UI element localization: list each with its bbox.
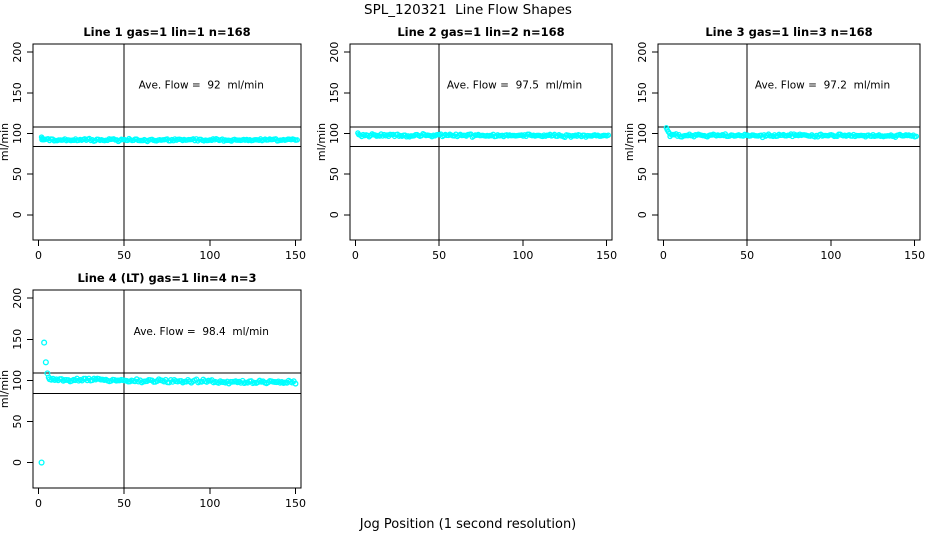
y-tick-label: 0 xyxy=(11,211,24,218)
subplot-line-4: 0 50 100 150 0 50 100 150 200 Line 4 (LT) gas=1 l… xyxy=(0,271,306,510)
x-tick-label: 150 xyxy=(285,249,306,262)
subplot-title: Line 2 gas=1 lin=2 n=168 xyxy=(397,25,564,39)
plot-frame xyxy=(349,43,613,241)
subplot-line-2: 0 50 100 150 0 50 100 150 200 Line 2 gas=1 lin=2 … xyxy=(315,25,617,262)
y-tick-label: 100 xyxy=(11,370,24,391)
ave-flow-annotation: Ave. Flow = 92 ml/min xyxy=(139,80,264,92)
subplot-title: Line 3 gas=1 lin=3 n=168 xyxy=(705,25,872,39)
subplot-line-1: 0 50 100 150 0 50 100 150 200 Line 1 gas=1 lin=1 … xyxy=(0,25,306,262)
x-tick-label: 50 xyxy=(117,249,131,262)
flow-point xyxy=(38,459,45,466)
ave-flow-annotation: Ave. Flow = 97.2 ml/min xyxy=(755,80,890,92)
ave-flow-annotation: Ave. Flow = 97.5 ml/min xyxy=(447,80,582,92)
x-tick-label: 50 xyxy=(432,249,446,262)
x-tick-label: 0 xyxy=(35,249,42,262)
x-tick-label: 150 xyxy=(285,497,306,510)
plot-frame xyxy=(32,289,302,489)
flow-point xyxy=(292,380,299,387)
y-tick-label: 100 xyxy=(328,123,341,144)
x-tick-label: 100 xyxy=(199,249,220,262)
x-tick-label: 100 xyxy=(199,497,220,510)
y-tick-label: 0 xyxy=(636,211,649,218)
x-tick-label: 100 xyxy=(820,249,841,262)
y-tick-label: 200 xyxy=(636,42,649,63)
y-tick-label: 150 xyxy=(328,82,341,103)
x-tick-label: 100 xyxy=(512,249,533,262)
x-tick-label: 150 xyxy=(596,249,617,262)
y-tick-label: 200 xyxy=(11,42,24,63)
y-tick-label: 50 xyxy=(636,167,649,181)
y-axis-label: ml/min xyxy=(315,123,328,161)
flow-point xyxy=(913,133,920,140)
flow-scatter-points xyxy=(38,134,300,145)
y-tick-label: 150 xyxy=(11,329,24,350)
subplot-line-3: 0 50 100 150 0 50 100 150 200 Line 3 gas=1 lin=3 … xyxy=(623,25,925,262)
plot-frame xyxy=(657,43,921,241)
page-title: SPL_120321 Line Flow Shapes xyxy=(364,2,572,18)
shared-x-axis-label: Jog Position (1 second resolution) xyxy=(359,517,577,532)
y-tick-label: 100 xyxy=(636,123,649,144)
flow-scatter-points xyxy=(38,339,299,466)
x-tick-label: 50 xyxy=(117,497,131,510)
flow-point xyxy=(294,137,300,143)
subplot-title: Line 4 (LT) gas=1 lin=4 n=3 xyxy=(77,271,256,285)
y-tick-label: 200 xyxy=(328,42,341,63)
x-tick-label: 150 xyxy=(904,249,925,262)
y-tick-label: 200 xyxy=(11,288,24,309)
x-tick-label: 0 xyxy=(352,249,359,262)
flow-point xyxy=(605,132,612,138)
y-tick-label: 50 xyxy=(11,167,24,181)
y-axis-label: ml/min xyxy=(0,123,11,161)
x-tick-label: 0 xyxy=(35,497,42,510)
y-axis-label: ml/min xyxy=(0,370,11,408)
y-tick-label: 50 xyxy=(328,167,341,181)
y-tick-label: 100 xyxy=(11,123,24,144)
x-tick-label: 50 xyxy=(740,249,754,262)
flow-point xyxy=(41,339,48,346)
y-tick-label: 50 xyxy=(11,414,24,428)
plot-frame xyxy=(32,43,302,241)
y-tick-label: 150 xyxy=(636,82,649,103)
flow-scatter-points xyxy=(663,125,920,141)
y-tick-label: 0 xyxy=(11,459,24,466)
subplot-title: Line 1 gas=1 lin=1 n=168 xyxy=(83,25,250,39)
flow-scatter-points xyxy=(355,130,612,140)
y-tick-label: 150 xyxy=(11,82,24,103)
ave-flow-annotation: Ave. Flow = 98.4 ml/min xyxy=(134,326,269,338)
flow-point xyxy=(42,359,49,366)
x-tick-label: 0 xyxy=(660,249,667,262)
y-axis-label: ml/min xyxy=(623,123,636,161)
y-tick-label: 0 xyxy=(328,211,341,218)
